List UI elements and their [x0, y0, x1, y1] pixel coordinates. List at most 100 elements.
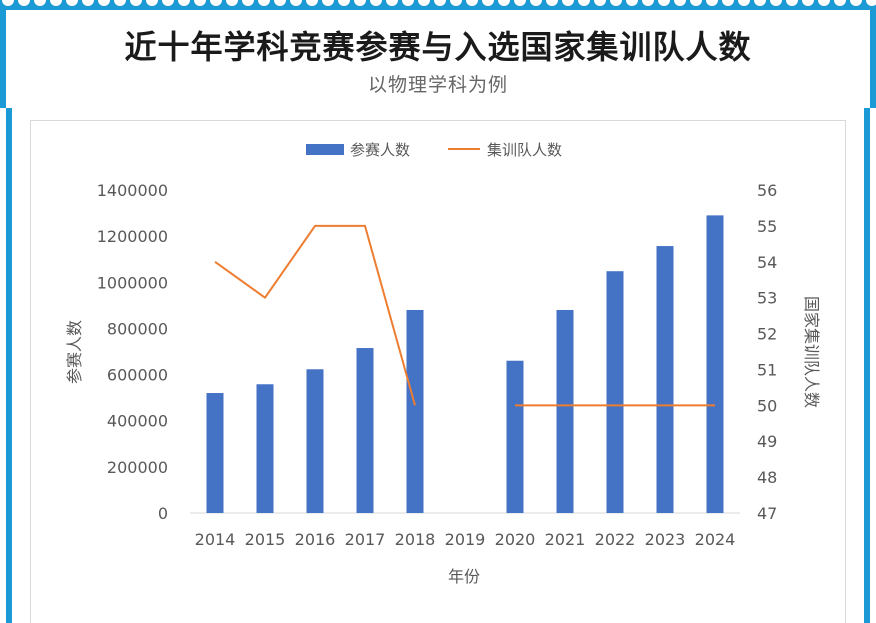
scallop-dot	[290, 0, 302, 6]
scallop-dot	[258, 0, 270, 6]
scallop-dot	[338, 0, 350, 6]
scallop-dot	[658, 0, 670, 6]
scallop-dot	[2, 0, 14, 6]
y-tick-label: 400000	[107, 412, 168, 431]
scallop-dot	[562, 0, 574, 6]
scallop-dot	[722, 0, 734, 6]
chart-title: 近十年学科竞赛参赛与入选国家集训队人数	[124, 28, 752, 66]
scallop-dot	[178, 0, 190, 6]
y2-tick-label: 51	[757, 360, 777, 379]
x-tick-label: 2023	[645, 530, 686, 549]
scallop-dot	[370, 0, 382, 6]
scallop-dot	[34, 0, 46, 6]
scallop-dot	[226, 0, 238, 6]
scallop-dot	[50, 0, 62, 6]
x-tick-label: 2022	[595, 530, 636, 549]
x-tick-label: 2018	[395, 530, 436, 549]
bar-participants	[206, 393, 224, 513]
scallop-dot	[754, 0, 766, 6]
bar-participants	[506, 360, 524, 513]
scallop-dot	[802, 0, 814, 6]
y2-tick-label: 55	[757, 217, 777, 236]
scallop-dot	[866, 0, 876, 6]
x-tick-label: 2021	[545, 530, 586, 549]
y2-tick-label: 52	[757, 325, 777, 344]
bar-participants	[256, 384, 274, 513]
y-tick-label: 600000	[107, 366, 168, 385]
y2-tick-label: 56	[757, 181, 777, 200]
scallop-dot	[18, 0, 30, 6]
bar-participants	[406, 309, 424, 513]
y2-tick-label: 48	[757, 468, 777, 487]
scallop-dot	[482, 0, 494, 6]
x-tick-label: 2020	[495, 530, 536, 549]
scallop-dot	[130, 0, 142, 6]
title-card: 近十年学科竞赛参赛与入选国家集训队人数 以物理学科为例	[6, 10, 870, 108]
scallop-dot	[594, 0, 606, 6]
plot-marks: 0 200000 400000 600000 800000 1000000 1200000 1…	[97, 181, 778, 549]
scallop-edge	[2, 0, 876, 6]
legend-label-squad: 集训队人数	[487, 141, 562, 159]
bar-participants	[656, 246, 674, 513]
scallop-dot	[738, 0, 750, 6]
scallop-dot	[834, 0, 846, 6]
y-tick-label: 1200000	[97, 227, 168, 246]
scallop-dot	[98, 0, 110, 6]
scallop-dot	[450, 0, 462, 6]
scallop-dot	[610, 0, 622, 6]
chart-subtitle: 以物理学科为例	[367, 74, 508, 96]
y2-tick-label: 49	[757, 432, 777, 451]
line-squad	[214, 224, 416, 406]
x-axis-title: 年份	[448, 567, 480, 586]
x-tick-label: 2015	[245, 530, 286, 549]
scallop-dot	[850, 0, 862, 6]
y-tick-label: 200000	[107, 458, 168, 477]
bar-participants	[606, 271, 624, 513]
scallop-dot	[498, 0, 510, 6]
legend-label-participants: 参赛人数	[350, 141, 410, 159]
scallop-dot	[210, 0, 222, 6]
scallop-dot	[114, 0, 126, 6]
y2-tick-label: 54	[757, 253, 777, 272]
scallop-dot	[402, 0, 414, 6]
x-tick-label: 2017	[345, 530, 386, 549]
y2-axis-title: 国家集训队人数	[802, 296, 821, 408]
scallop-dot	[162, 0, 174, 6]
legend: 参赛人数 集训队人数	[306, 141, 562, 159]
y-axis-title: 参赛人数	[65, 320, 84, 384]
bar-participants	[306, 369, 324, 513]
scallop-dot	[306, 0, 318, 6]
y-tick-label: 1000000	[97, 273, 168, 292]
scallop-dot	[274, 0, 286, 6]
scallop-dot	[194, 0, 206, 6]
y2-tick-label: 53	[757, 289, 777, 308]
scallop-dot	[786, 0, 798, 6]
y-tick-label: 800000	[107, 319, 168, 338]
scallop-dot	[66, 0, 78, 6]
scallop-dot	[690, 0, 702, 6]
bar-participants	[556, 309, 574, 513]
y-tick-label: 0	[158, 504, 168, 523]
scallop-dot	[514, 0, 526, 6]
y2-tick-label: 47	[757, 504, 777, 523]
scallop-dot	[418, 0, 430, 6]
x-tick-label: 2019	[445, 530, 486, 549]
legend-swatch-participants	[306, 144, 344, 155]
scallop-dot	[546, 0, 558, 6]
x-tick-label: 2014	[195, 530, 236, 549]
scallop-dot	[770, 0, 782, 6]
scallop-dot	[706, 0, 718, 6]
scallop-dot	[354, 0, 366, 6]
scallop-dot	[578, 0, 590, 6]
bar-participants	[356, 348, 374, 513]
scallop-dot	[466, 0, 478, 6]
x-tick-label: 2024	[695, 530, 736, 549]
scallop-dot	[642, 0, 654, 6]
scallop-dot	[626, 0, 638, 6]
scallop-dot	[82, 0, 94, 6]
scallop-dot	[434, 0, 446, 6]
y-tick-label: 1400000	[97, 181, 168, 200]
scallop-dot	[530, 0, 542, 6]
scallop-dot	[386, 0, 398, 6]
